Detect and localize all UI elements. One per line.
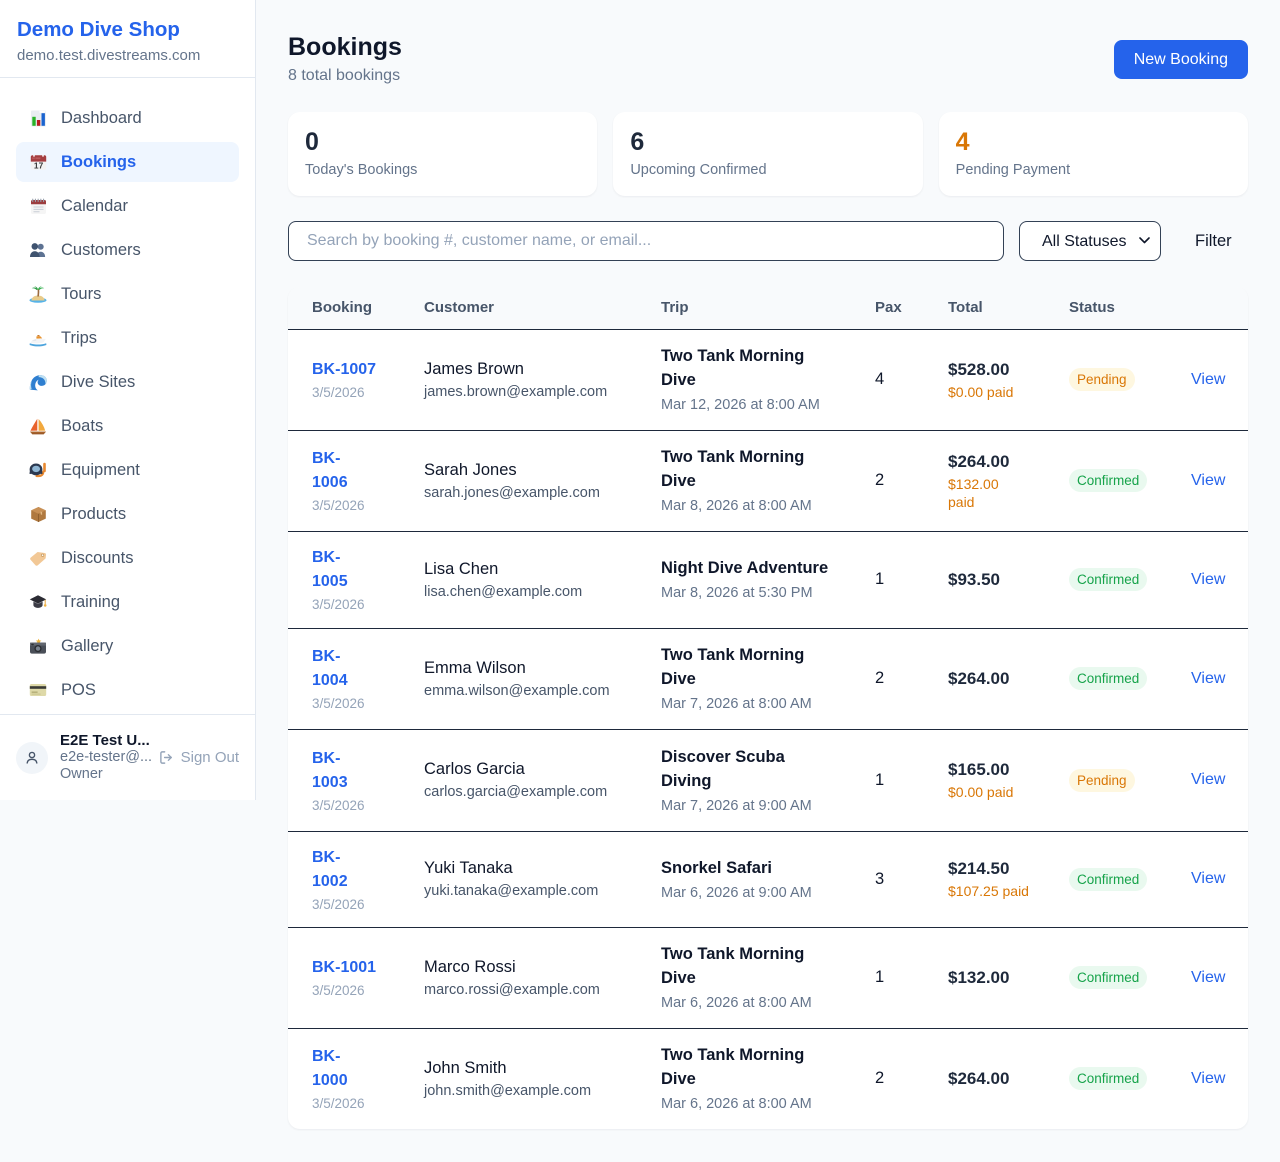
svg-text:17: 17 (33, 160, 43, 170)
